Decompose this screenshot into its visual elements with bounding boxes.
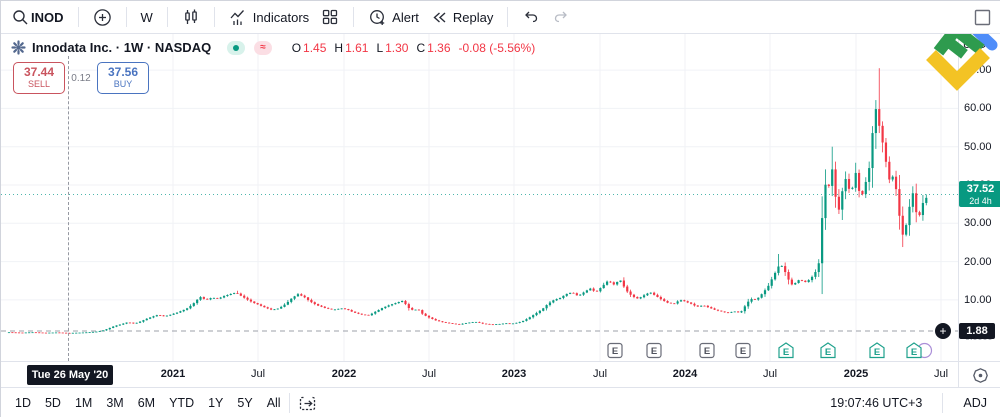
svg-text:E: E xyxy=(783,347,789,358)
top-toolbar: INOD W Indicators xyxy=(1,1,1000,34)
chart-area[interactable]: Innodata Inc. · 1W · NASDAQ ≈ O 1.45 H 1.6… xyxy=(1,34,958,361)
earnings-marker-confirmed[interactable]: E xyxy=(869,342,886,359)
svg-text:E: E xyxy=(651,346,657,357)
svg-text:E: E xyxy=(825,347,831,358)
range-button-1m[interactable]: 1M xyxy=(74,396,93,410)
price-tick: 60.00 xyxy=(964,102,992,115)
time-tick: 2025 xyxy=(843,368,869,380)
divider xyxy=(353,7,355,27)
svg-text:E: E xyxy=(612,346,618,357)
symbol-title[interactable]: Innodata Inc. · 1W · NASDAQ xyxy=(32,40,212,55)
price-axis[interactable]: USD 70.0060.0050.0040.0030.0020.0010.00 … xyxy=(958,34,1000,361)
earnings-marker-confirmed[interactable]: E xyxy=(906,342,933,359)
alert-label: Alert xyxy=(392,9,419,25)
svg-text:E: E xyxy=(874,347,880,358)
trade-panel: 37.44 SELL 0.12 37.56 BUY xyxy=(13,62,149,94)
range-button-ytd[interactable]: YTD xyxy=(169,396,195,410)
axis-corner xyxy=(958,362,1000,388)
symbol-info-row: Innodata Inc. · 1W · NASDAQ ≈ O 1.45 H 1.6… xyxy=(11,40,535,55)
change-value: -0.08 (-5.56%) xyxy=(458,40,536,55)
symbol-search-button[interactable]: INOD xyxy=(31,9,64,25)
current-price-label: 37.52 2d 4h xyxy=(959,181,1000,208)
earnings-marker-reported[interactable]: E xyxy=(699,342,716,359)
adjust-data-toggle[interactable]: ADJ xyxy=(963,396,987,410)
time-tick: 2024 xyxy=(672,368,698,380)
range-button-all[interactable]: All xyxy=(266,396,281,410)
svg-text:E: E xyxy=(911,347,917,358)
buy-button[interactable]: 37.56 BUY xyxy=(97,62,149,94)
date-range-buttons: 1D 5D 1M 3M 6M YTD 1Y 5Y All xyxy=(15,396,281,410)
earnings-marker-reported[interactable]: E xyxy=(735,342,752,359)
replay-button[interactable]: Replay xyxy=(425,4,499,30)
time-tick: Jul xyxy=(592,368,608,380)
earnings-marker-reported[interactable]: E xyxy=(607,342,624,359)
scroll-to-current-icon[interactable] xyxy=(972,367,989,384)
price-tick: 20.00 xyxy=(964,255,992,268)
earnings-marker-confirmed[interactable]: E xyxy=(820,342,837,359)
divider xyxy=(213,7,215,27)
price-tick: 50.00 xyxy=(964,140,992,153)
time-tick: Jul xyxy=(762,368,778,380)
delayed-data-badge[interactable]: ≈ xyxy=(254,40,272,55)
market-open-dot-icon xyxy=(233,44,240,51)
time-tick: Jul xyxy=(933,368,949,380)
price-tick: 70.00 xyxy=(964,64,992,77)
indicators-button[interactable]: Indicators xyxy=(223,4,315,30)
redo-button[interactable] xyxy=(546,4,576,30)
crosshair-vertical-line xyxy=(68,56,69,361)
go-to-date-button[interactable] xyxy=(298,394,317,413)
alert-button[interactable]: Alert xyxy=(362,4,425,30)
time-axis[interactable]: 2021 Jul 2022 Jul 2023 Jul 2024 Jul 2025 Jul Tue … xyxy=(1,361,1000,388)
alert-clock-icon xyxy=(368,8,387,27)
range-button-3m[interactable]: 3M xyxy=(106,396,124,410)
time-tick: 2021 xyxy=(160,368,186,380)
session-clock[interactable]: 19:07:46 UTC+3 xyxy=(830,396,923,410)
earnings-marker-confirmed[interactable]: E xyxy=(778,342,795,359)
price-tick: 10.00 xyxy=(964,293,992,306)
divider xyxy=(288,393,290,413)
time-tick: 2022 xyxy=(331,368,357,380)
chart-type-button[interactable] xyxy=(176,4,206,30)
svg-text:E: E xyxy=(704,346,710,357)
spread-value: 0.12 xyxy=(71,72,91,84)
time-tick: Jul xyxy=(250,368,266,380)
price-tick: 30.00 xyxy=(964,217,992,230)
svg-text:E: E xyxy=(740,346,746,357)
divider xyxy=(125,7,127,27)
crosshair-date-label: Tue 26 May '20 xyxy=(27,365,113,385)
range-button-1d[interactable]: 1D xyxy=(15,396,31,410)
time-tick: 2023 xyxy=(501,368,527,380)
compare-add-symbol-button[interactable] xyxy=(87,4,118,30)
divider xyxy=(166,7,168,27)
earnings-marker-reported[interactable]: E xyxy=(646,342,663,359)
divider xyxy=(942,393,944,413)
replay-label: Replay xyxy=(452,9,494,25)
market-status-badge[interactable] xyxy=(227,40,246,55)
symbol-logo-icon xyxy=(11,40,26,55)
range-button-1y[interactable]: 1Y xyxy=(208,396,224,410)
ohlc-values: O 1.45 H 1.61 L 1.30 C 1.36 -0.08 (-5.56%) xyxy=(291,40,536,55)
undo-button[interactable] xyxy=(516,4,546,30)
sell-button[interactable]: 37.44 SELL xyxy=(13,62,65,94)
divider xyxy=(77,7,79,27)
indicators-label: Indicators xyxy=(252,9,310,25)
range-button-6m[interactable]: 6M xyxy=(137,396,156,410)
range-button-5d[interactable]: 5D xyxy=(44,396,61,410)
indicator-templates-button[interactable] xyxy=(315,4,345,30)
fullscreen-icon[interactable] xyxy=(974,9,991,26)
level-price-label: 1.88 xyxy=(959,323,995,339)
search-icon[interactable] xyxy=(11,8,29,26)
currency-dropdown[interactable]: USD xyxy=(963,39,997,51)
interval-button[interactable]: W xyxy=(140,9,153,25)
range-button-5y[interactable]: 5Y xyxy=(237,396,253,410)
add-alert-plus-button[interactable]: + xyxy=(935,323,951,339)
bar-countdown: 2d 4h xyxy=(969,196,992,207)
chevron-down-icon xyxy=(989,42,997,48)
divider xyxy=(507,7,509,27)
bottom-toolbar: 1D 5D 1M 3M 6M YTD 1Y 5Y All 19:07:46 UTC+3 ADJ xyxy=(1,387,1000,418)
time-tick: Jul xyxy=(421,368,437,380)
indicators-icon xyxy=(229,8,248,27)
replay-rewind-icon xyxy=(431,9,448,26)
